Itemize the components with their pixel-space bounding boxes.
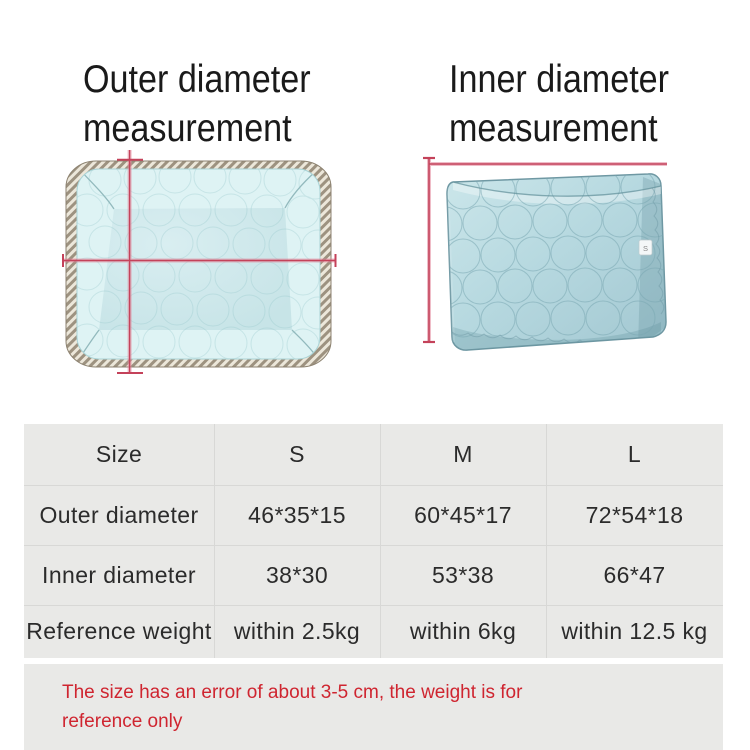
svg-text:S: S bbox=[643, 244, 648, 253]
